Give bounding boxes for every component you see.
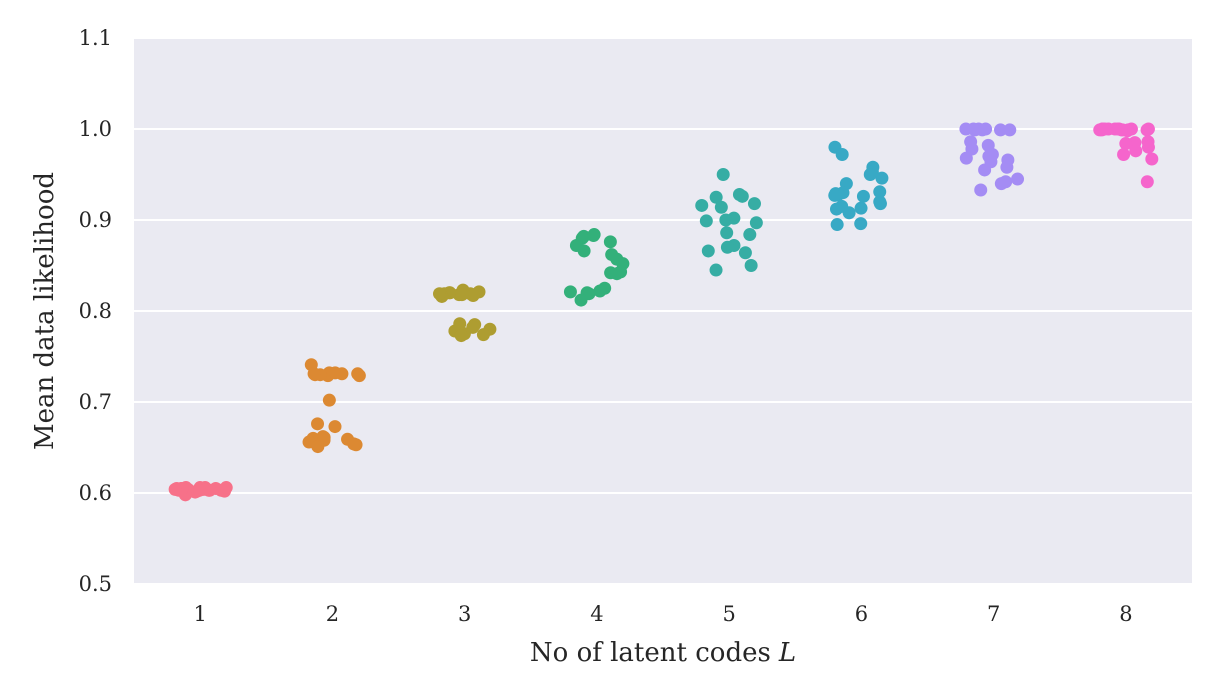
data-point-6 — [873, 185, 887, 199]
data-point-4 — [563, 285, 577, 299]
data-point-6 — [854, 217, 868, 231]
data-point-2 — [352, 369, 366, 383]
data-point-3 — [455, 288, 469, 302]
data-point-5 — [747, 197, 761, 211]
data-point-6 — [835, 147, 849, 161]
data-point-4 — [574, 293, 588, 307]
y-tick-label: 0.6 — [79, 481, 112, 505]
y-tick-label: 1.0 — [79, 117, 112, 141]
x-tick-label: 6 — [855, 602, 868, 626]
x-axis-label: No of latent codes L — [530, 638, 796, 668]
data-point-8 — [1140, 175, 1154, 189]
y-tick-label: 1.1 — [79, 26, 112, 50]
data-point-8 — [1117, 147, 1131, 161]
data-point-8 — [1129, 144, 1143, 158]
data-point-6 — [854, 201, 868, 215]
data-point-5 — [709, 263, 723, 277]
data-point-7 — [1011, 172, 1025, 186]
data-point-8 — [1098, 122, 1112, 136]
data-points — [168, 122, 1159, 502]
data-point-5 — [744, 259, 758, 272]
data-point-3 — [432, 287, 446, 301]
data-point-5 — [738, 246, 752, 260]
y-axis-label: Mean data likelihood — [30, 172, 60, 450]
data-point-6 — [830, 218, 844, 232]
data-point-8 — [1141, 140, 1155, 154]
data-point-2 — [311, 417, 325, 431]
y-tick-label: 0.8 — [79, 299, 112, 323]
x-axis: 1 2 3 4 5 6 7 8 — [193, 602, 1132, 626]
data-point-6 — [856, 189, 870, 203]
data-point-5 — [701, 244, 715, 258]
data-point-3 — [466, 289, 480, 303]
data-point-5 — [699, 214, 713, 228]
y-tick-label: 0.5 — [79, 572, 112, 596]
data-point-5 — [735, 189, 749, 203]
data-point-5 — [749, 216, 763, 230]
data-point-5 — [714, 200, 728, 214]
data-point-2 — [328, 420, 342, 434]
data-point-7 — [1003, 123, 1017, 137]
data-point-6 — [863, 168, 877, 181]
data-point-6 — [828, 188, 842, 202]
data-point-5 — [719, 213, 733, 227]
data-point-2 — [307, 367, 321, 381]
x-axis-label-text: No of latent codes — [530, 638, 771, 668]
data-point-8 — [1141, 122, 1155, 136]
data-point-2 — [335, 367, 349, 381]
data-point-7 — [959, 151, 973, 165]
data-point-8 — [1119, 137, 1133, 151]
data-point-6 — [875, 171, 889, 185]
data-point-3 — [454, 329, 468, 343]
x-tick-label: 3 — [458, 602, 471, 626]
data-point-1 — [168, 482, 182, 496]
data-point-7 — [994, 123, 1008, 137]
data-point-7 — [1000, 160, 1014, 174]
data-point-8 — [1115, 123, 1129, 137]
data-point-6 — [873, 197, 887, 211]
data-point-5 — [720, 226, 734, 240]
data-point-1 — [219, 481, 233, 495]
x-tick-label: 4 — [590, 602, 603, 626]
data-point-5 — [695, 198, 709, 212]
y-tick-label: 0.9 — [79, 208, 112, 232]
x-tick-label: 5 — [722, 602, 735, 626]
data-point-7 — [994, 177, 1008, 191]
x-tick-label: 7 — [987, 602, 1000, 626]
x-axis-label-symbol: L — [778, 638, 796, 668]
x-tick-label: 1 — [193, 602, 206, 626]
data-point-5 — [716, 168, 730, 181]
data-point-6 — [842, 206, 856, 220]
data-point-4 — [604, 266, 618, 280]
data-point-8 — [1145, 152, 1159, 166]
data-point-2 — [322, 393, 336, 407]
data-point-1 — [192, 483, 206, 497]
data-point-5 — [720, 240, 734, 254]
data-point-7 — [974, 183, 988, 197]
data-point-2 — [347, 437, 361, 451]
data-point-2 — [311, 440, 325, 454]
data-point-4 — [577, 244, 591, 258]
data-point-4 — [593, 284, 607, 298]
y-axis: 0.5 0.6 0.7 0.8 0.9 1.0 1.1 — [79, 26, 112, 596]
data-point-4 — [603, 235, 617, 249]
data-point-7 — [959, 122, 973, 136]
data-point-7 — [978, 163, 992, 177]
data-point-5 — [709, 190, 723, 204]
x-tick-label: 2 — [326, 602, 339, 626]
data-point-6 — [829, 202, 843, 216]
data-point-3 — [476, 328, 490, 342]
data-point-5 — [743, 228, 757, 242]
data-point-4 — [587, 228, 601, 242]
x-tick-label: 8 — [1119, 602, 1132, 626]
y-tick-label: 0.7 — [79, 390, 112, 414]
